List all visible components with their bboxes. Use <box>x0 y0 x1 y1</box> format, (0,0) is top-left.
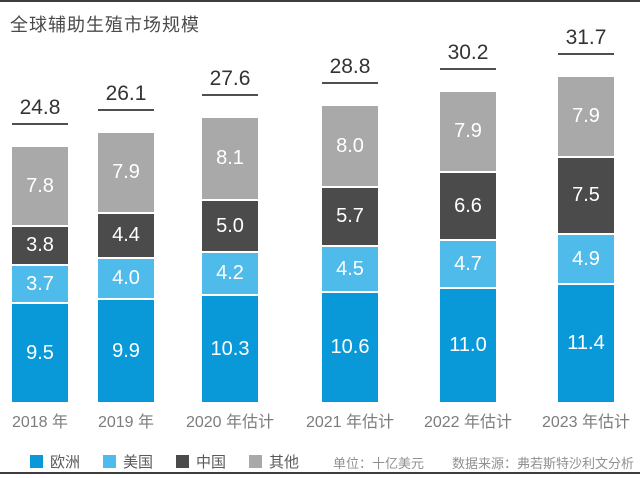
bar-4-segment-europe: 11.0 <box>440 289 496 402</box>
legend-label-europe: 欧洲 <box>50 454 81 471</box>
x-axis-label-3: 2021 年估计 <box>305 414 395 431</box>
bar-3-total-label: 28.8 <box>322 55 378 84</box>
bar-5-segment-europe: 11.4 <box>558 285 614 402</box>
legend-item-europe: 欧洲 <box>30 451 80 472</box>
chart-legend: 欧洲 美国 中国 其他 <box>30 451 299 472</box>
bar-4-segment-other: 7.9 <box>440 92 496 173</box>
bar-4-segment-china: 6.6 <box>440 173 496 241</box>
chart-title: 全球辅助生殖市场规模 <box>10 15 200 35</box>
legend-item-other: 其他 <box>249 451 299 472</box>
bar-1-segment-europe: 9.9 <box>98 300 154 402</box>
bar-5-segment-other: 7.9 <box>558 77 614 158</box>
bar-1: 7.9 4.4 4.0 9.9 <box>98 133 154 402</box>
bar-1-segment-other: 7.9 <box>98 133 154 214</box>
x-axis-label-0: 2018 年 <box>11 414 69 431</box>
bar-1-total-label: 26.1 <box>98 82 154 111</box>
bar-2: 8.1 5.0 4.2 10.3 <box>202 118 258 402</box>
bar-5-total-label: 31.7 <box>558 26 614 55</box>
bar-5-segment-us: 4.9 <box>558 235 614 285</box>
legend-item-china: 中国 <box>176 451 226 472</box>
bar-1-segment-china: 4.4 <box>98 214 154 259</box>
bar-0-segment-us: 3.7 <box>12 266 68 304</box>
bar-1-segment-us: 4.0 <box>98 259 154 300</box>
bar-5-segment-china: 7.5 <box>558 158 614 235</box>
bar-3-segment-other: 8.0 <box>322 106 378 188</box>
bar-0-total-label: 24.8 <box>12 96 68 125</box>
x-axis-label-5: 2023 年估计 <box>541 414 631 431</box>
bar-5: 7.9 7.5 4.9 11.4 <box>558 77 614 402</box>
bar-2-segment-other: 8.1 <box>202 118 258 201</box>
bar-3: 8.0 5.7 4.5 10.6 <box>322 106 378 402</box>
bar-4-segment-us: 4.7 <box>440 241 496 289</box>
bar-2-segment-china: 5.0 <box>202 201 258 253</box>
source-note: 数据来源：弗若斯特沙利文分析 <box>452 456 635 471</box>
x-axis-label-1: 2019 年 <box>97 414 155 431</box>
legend-swatch-other <box>249 455 263 468</box>
legend-swatch-us <box>103 455 117 468</box>
bar-0-segment-other: 7.8 <box>12 147 68 227</box>
bar-3-segment-china: 5.7 <box>322 188 378 247</box>
legend-label-other: 其他 <box>269 454 300 471</box>
legend-item-us: 美国 <box>103 451 153 472</box>
x-axis-label-4: 2022 年估计 <box>423 414 513 431</box>
bar-0-segment-china: 3.8 <box>12 227 68 266</box>
bar-2-total-label: 27.6 <box>202 67 258 96</box>
legend-label-us: 美国 <box>123 454 154 471</box>
legend-swatch-europe <box>30 455 43 468</box>
bottom-border-line <box>0 472 640 474</box>
x-axis-label-2: 2020 年估计 <box>185 414 275 431</box>
unit-note: 单位：十亿美元 <box>333 456 425 471</box>
bar-3-segment-europe: 10.6 <box>322 293 378 402</box>
bar-0: 7.8 3.8 3.7 9.5 <box>12 147 68 402</box>
bar-2-segment-us: 4.2 <box>202 253 258 296</box>
bar-4: 7.9 6.6 4.7 11.0 <box>440 92 496 402</box>
bar-0-segment-europe: 9.5 <box>12 304 68 402</box>
top-border-line <box>0 0 640 2</box>
bar-3-segment-us: 4.5 <box>322 247 378 293</box>
bar-4-total-label: 30.2 <box>440 41 496 70</box>
bar-2-segment-europe: 10.3 <box>202 296 258 402</box>
legend-label-china: 中国 <box>196 454 227 471</box>
legend-swatch-china <box>176 455 190 468</box>
